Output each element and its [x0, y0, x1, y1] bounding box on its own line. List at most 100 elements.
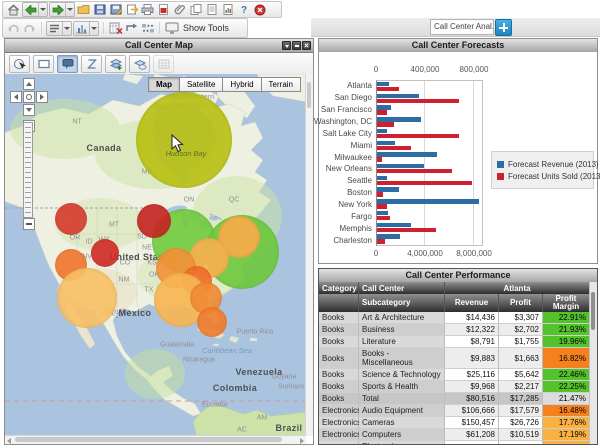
map-bubble[interactable] [136, 92, 232, 188]
pan-center-icon[interactable] [23, 91, 35, 103]
back-dropdown-icon[interactable] [38, 3, 47, 16]
column-header-revenue[interactable]: Revenue [445, 294, 499, 312]
panel-close-icon[interactable] [302, 41, 311, 50]
zoom-slider[interactable] [23, 122, 33, 218]
map-bubble[interactable] [55, 203, 87, 235]
column-header-call-center[interactable]: Call Center [359, 282, 445, 294]
zoom-out-icon[interactable] [23, 218, 35, 230]
revenue-bar[interactable] [377, 105, 392, 110]
column-header-subcategory[interactable]: Subcategory [359, 294, 445, 312]
scroll-right-icon[interactable] [300, 437, 304, 444]
rectangle-select-icon[interactable] [33, 54, 54, 73]
format-menu-dropdown-icon[interactable] [62, 21, 71, 35]
revenue-bar[interactable] [377, 187, 399, 192]
map-bubble[interactable] [91, 239, 119, 267]
table-row[interactable]: Electronics Computers $61,208 $10,519 17.19% [319, 429, 590, 441]
revenue-bar[interactable] [377, 199, 480, 204]
column-header-category[interactable]: Category [319, 282, 359, 294]
map-hscroll-thumb[interactable] [15, 437, 282, 442]
save-icon[interactable] [92, 3, 107, 16]
units-bar[interactable] [377, 110, 387, 115]
units-bar[interactable] [377, 227, 436, 233]
units-bar[interactable] [377, 87, 399, 92]
table-row[interactable]: Books Literature $8,791 $1,755 19.96% [319, 336, 590, 348]
close-app-icon[interactable] [252, 3, 267, 16]
graph-menu-icon[interactable] [74, 22, 89, 35]
map-bubble[interactable] [137, 204, 171, 238]
units-bar[interactable] [377, 145, 412, 150]
units-bar[interactable] [377, 122, 395, 127]
grid-view-icon[interactable] [153, 54, 174, 73]
revenue-bar[interactable] [377, 140, 396, 145]
print-icon[interactable] [140, 3, 155, 16]
home-icon[interactable] [6, 3, 21, 16]
units-bar[interactable] [377, 239, 385, 244]
layer-options-icon[interactable] [129, 54, 150, 73]
panel-menu-icon[interactable] [282, 41, 291, 50]
add-layer-icon[interactable] [105, 54, 126, 73]
table-row[interactable]: Books Business $12,322 $2,702 21.93% [319, 324, 590, 336]
undo-icon[interactable] [6, 22, 21, 35]
revenue-bar[interactable] [377, 164, 424, 169]
revenue-bar[interactable] [377, 234, 401, 239]
units-bar[interactable] [377, 192, 383, 197]
report-icon[interactable] [220, 3, 235, 16]
remove-column-icon[interactable] [108, 22, 123, 35]
save-as-icon[interactable] [108, 3, 123, 16]
units-bar[interactable] [377, 169, 452, 174]
map-horizontal-scrollbar[interactable] [5, 435, 306, 444]
help-icon[interactable]: ? [236, 3, 251, 16]
units-bar[interactable] [377, 204, 387, 209]
redo-icon[interactable] [22, 22, 37, 35]
swap-axes-icon[interactable] [140, 22, 155, 35]
units-bar[interactable] [377, 133, 460, 139]
revenue-bar[interactable] [377, 222, 411, 228]
add-tab-button[interactable] [495, 19, 512, 36]
attach-icon[interactable] [172, 3, 187, 16]
revenue-bar[interactable] [377, 175, 388, 181]
document-icon[interactable] [204, 3, 219, 16]
units-bar[interactable] [377, 157, 382, 162]
pointer-select-icon[interactable] [9, 54, 30, 73]
map-bubble[interactable] [57, 268, 117, 328]
export-icon[interactable] [124, 3, 139, 16]
map-canvas[interactable]: Northwestern PassagesNUNTCanadaHudson Ba… [5, 74, 306, 436]
table-row[interactable]: Books Sports & Health $9,968 $2,217 22.25% [319, 381, 590, 393]
corner-arrow-icon[interactable] [124, 22, 139, 35]
pdf-icon[interactable] [156, 3, 171, 16]
lasso-select-icon[interactable] [81, 54, 102, 73]
map-type-terrain[interactable]: Terrain [261, 77, 301, 92]
table-vertical-scrollbar[interactable] [589, 282, 597, 444]
table-row[interactable]: Electronics Cameras $150,457 $26,726 17.76% [319, 417, 590, 429]
revenue-bar[interactable] [377, 152, 438, 157]
revenue-bar[interactable] [377, 93, 420, 99]
document-tab[interactable]: Call Center Anal... [430, 19, 494, 35]
revenue-bar[interactable] [377, 117, 422, 122]
format-menu-icon[interactable] [47, 22, 62, 35]
column-header-profit[interactable]: Profit [499, 294, 543, 312]
revenue-bar[interactable] [377, 82, 390, 87]
map-vscroll-thumb[interactable] [307, 82, 311, 108]
units-bar[interactable] [377, 215, 390, 221]
copy-icon[interactable] [188, 3, 203, 16]
pan-down-icon[interactable] [23, 104, 35, 116]
column-header-city[interactable]: Atlanta [445, 282, 590, 294]
info-tooltip-icon[interactable] [57, 54, 78, 73]
pan-left-icon[interactable] [10, 91, 22, 103]
table-row[interactable]: Books Total $80,516 $17,285 21.47% [319, 393, 590, 405]
table-row[interactable]: Electronics Audio Equipment $106,666 $17,57… [319, 405, 590, 417]
presentation-monitor-icon[interactable] [164, 22, 179, 35]
forward-dropdown-icon[interactable] [65, 3, 74, 16]
panel-minimize-icon[interactable] [292, 41, 301, 50]
units-bar[interactable] [377, 180, 472, 186]
map-type-hybrid[interactable]: Hybrid [223, 77, 262, 92]
revenue-bar[interactable] [377, 128, 387, 134]
pan-up-icon[interactable] [23, 78, 35, 90]
open-folder-icon[interactable] [76, 3, 91, 16]
map-vertical-scrollbar[interactable] [305, 74, 313, 436]
table-row[interactable]: ElectronicsElectronics - Miscellaneous$1… [319, 441, 590, 444]
revenue-bar[interactable] [377, 210, 388, 216]
scroll-left-icon[interactable] [7, 437, 11, 444]
graph-menu-dropdown-icon[interactable] [89, 21, 98, 35]
map-type-satellite[interactable]: Satellite [179, 77, 224, 92]
